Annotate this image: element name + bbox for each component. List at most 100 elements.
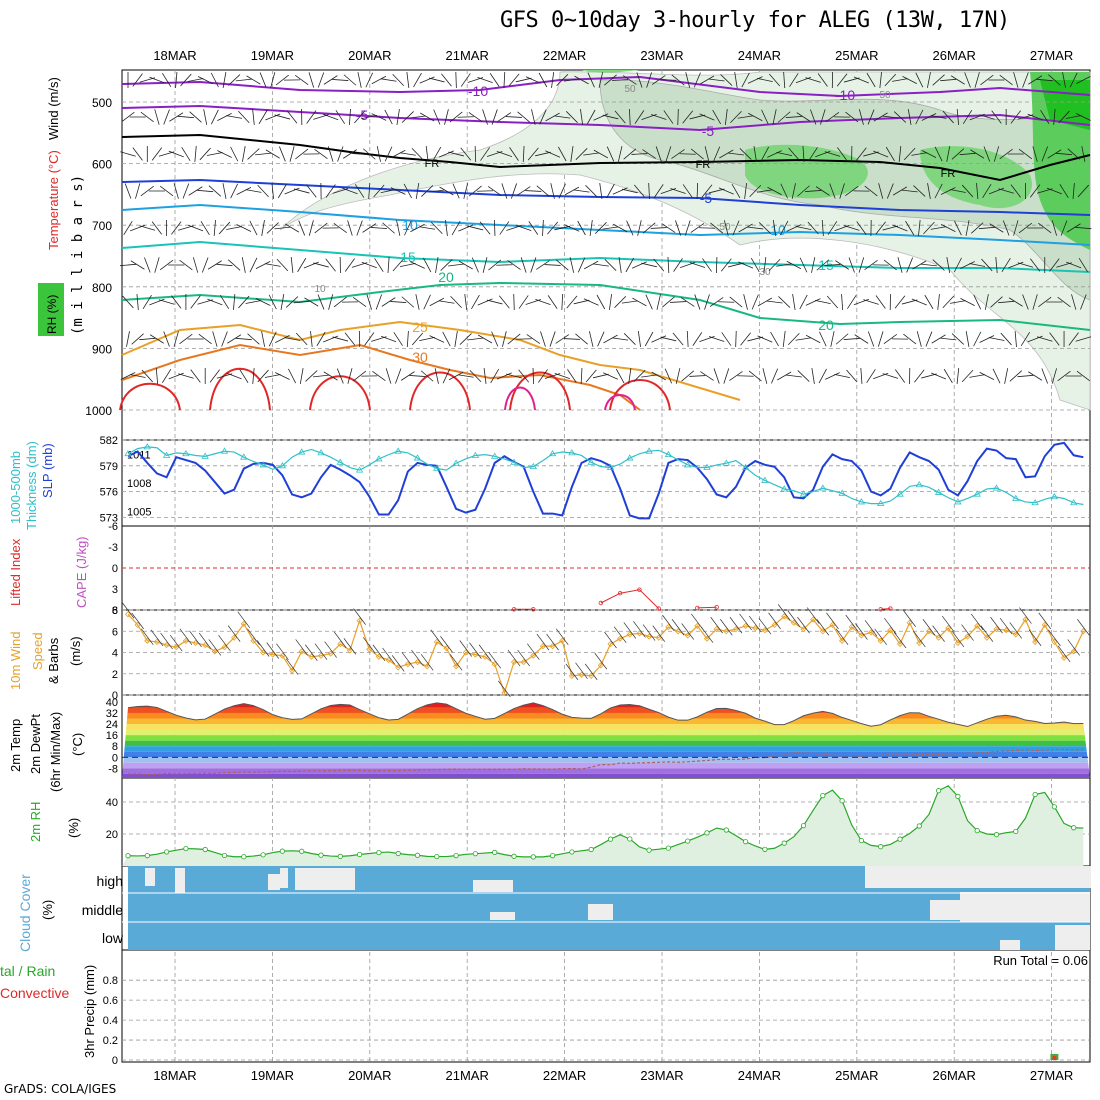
upper-wind-barb — [1076, 76, 1091, 84]
upper-wind-barb — [655, 146, 662, 162]
upper-wind-barb — [200, 221, 210, 235]
upper-wind-barb — [403, 183, 412, 199]
lifted-index-point — [531, 607, 536, 612]
upper-wind-barb — [882, 225, 899, 231]
date-label-bottom: 27MAR — [1030, 1068, 1073, 1083]
temp-band — [122, 702, 1090, 708]
upper-wind-barb — [1027, 113, 1043, 121]
upper-wind-barb — [637, 220, 642, 236]
upper-wind-barb — [770, 331, 779, 347]
wind-axis-label: Wind (m/s) — [46, 77, 61, 140]
wind-speed-point — [510, 658, 518, 666]
upper-wind-barb — [811, 257, 816, 273]
surface-wind-barb — [131, 612, 144, 630]
upper-wind-barb — [589, 331, 594, 347]
upper-wind-barb — [354, 110, 366, 124]
upper-wind-barb — [210, 72, 219, 88]
upper-wind-barb — [247, 333, 260, 345]
upper-wind-barb — [577, 257, 586, 273]
upper-wind-barb — [503, 71, 506, 89]
surface-wind-barb — [546, 633, 559, 651]
upper-wind-barb — [763, 257, 767, 273]
precip-tick: 0.6 — [103, 995, 118, 1007]
upper-wind-barb — [634, 110, 645, 124]
upper-wind-barb — [1075, 113, 1091, 121]
upper-wind-barb — [246, 75, 261, 85]
upper-wind-barb — [1081, 146, 1086, 162]
upper-wind-barb — [508, 73, 520, 87]
wind-speed-point — [1012, 631, 1019, 638]
slp-tick: 1008 — [127, 478, 151, 490]
upper-wind-barb — [634, 184, 645, 198]
upper-wind-barb — [280, 294, 285, 310]
upper-wind-barb — [538, 72, 548, 88]
rh-shading-high — [745, 144, 868, 199]
upper-wind-barb — [295, 148, 309, 160]
upper-wind-barb — [293, 188, 310, 194]
upper-wind-barb — [440, 259, 453, 271]
upper-wind-barb — [233, 293, 236, 311]
upper-wind-barb — [235, 337, 252, 341]
upper-wind-barb — [983, 146, 991, 162]
upper-wind-barb — [1058, 110, 1070, 124]
upper-wind-barb — [288, 368, 297, 384]
pressure-tick: 600 — [92, 158, 112, 172]
upper-wind-barb — [477, 334, 493, 344]
wind-speed-point — [453, 663, 460, 670]
surface-wind-barb — [1067, 639, 1080, 656]
upper-wind-barb — [894, 369, 906, 383]
rh-series — [127, 785, 1084, 858]
date-label-top: 24MAR — [738, 48, 781, 63]
upper-wind-barb — [807, 221, 819, 235]
upper-wind-barb — [323, 371, 338, 381]
upper-wind-barb — [567, 369, 577, 383]
upper-wind-barb — [856, 147, 867, 161]
upper-wind-barb — [545, 150, 561, 158]
upper-wind-barb — [384, 146, 393, 162]
temp-band — [122, 695, 1090, 702]
upper-wind-barb — [343, 74, 357, 86]
precip-tick: 0.2 — [103, 1035, 118, 1047]
upper-wind-barb — [893, 111, 907, 123]
surface-wind-barb — [874, 628, 887, 646]
upper-wind-barb — [474, 145, 477, 163]
surface-wind-barb — [334, 631, 347, 649]
upper-wind-barb — [913, 185, 926, 197]
upper-wind-barb — [883, 333, 898, 345]
upper-wind-barb — [482, 257, 488, 273]
upper-wind-barb — [747, 336, 764, 342]
upper-wind-barb — [364, 332, 375, 346]
surface-wind-barb — [864, 620, 878, 637]
surface-wind-barb — [613, 626, 627, 643]
wind-speed-point — [375, 653, 382, 660]
upper-wind-barb — [780, 220, 789, 236]
wind-speed-point — [327, 650, 334, 657]
upper-wind-barb — [497, 112, 512, 122]
upper-wind-barb — [335, 110, 345, 124]
temperature-contour — [119, 382, 181, 411]
surface-wind-barb — [430, 629, 444, 647]
date-label-top: 19MAR — [251, 48, 294, 63]
thickness-point — [896, 490, 904, 497]
upper-wind-barb — [825, 111, 840, 123]
upper-wind-barb — [679, 153, 696, 155]
upper-wind-barb — [226, 226, 243, 230]
temp-band — [122, 718, 1090, 725]
upper-wind-barb — [740, 332, 751, 346]
wind-speed-series — [127, 613, 1084, 695]
rh-contour-label: 50 — [624, 84, 636, 95]
upper-wind-barb — [873, 112, 888, 122]
cloud-gap — [588, 904, 613, 920]
upper-wind-barb — [130, 224, 146, 232]
wind-speed-point — [925, 628, 933, 635]
surface-wind-barb — [710, 616, 723, 634]
upper-wind-barb — [1022, 294, 1029, 310]
upper-wind-barb — [219, 295, 230, 309]
upper-wind-barb — [336, 368, 344, 384]
thickness-point — [220, 447, 229, 454]
upper-wind-barb — [575, 148, 588, 160]
wind-speed-point — [404, 661, 411, 668]
upper-wind-barb — [142, 295, 152, 309]
upper-wind-barb — [139, 225, 156, 231]
temperature-contour — [121, 203, 1091, 246]
